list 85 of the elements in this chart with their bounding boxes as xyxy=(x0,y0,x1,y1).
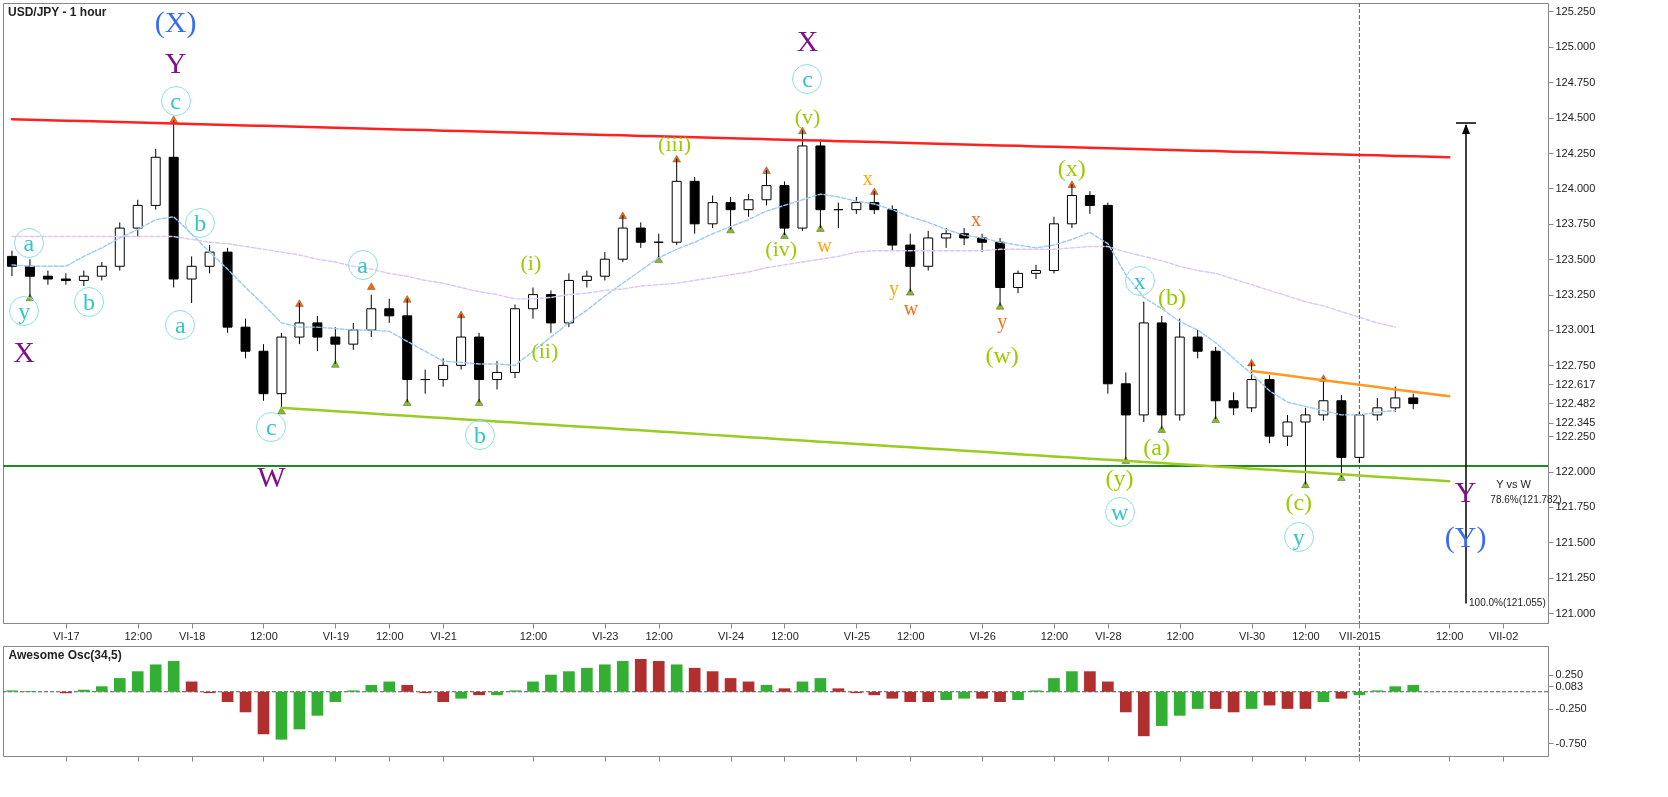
x-tick-label: VI-30 xyxy=(1238,629,1266,642)
annotation: c xyxy=(256,411,287,442)
y-tick-label: 123.250 xyxy=(1555,288,1596,301)
x-tick-label: 12:00 xyxy=(645,629,673,642)
annotation: W xyxy=(257,460,286,494)
x-tick-label: VI-21 xyxy=(430,629,457,642)
annotation: (x) xyxy=(1057,154,1086,181)
x-tick-label: 12:00 xyxy=(124,629,152,642)
y-tick-label: 124.250 xyxy=(1555,146,1596,159)
y-tick-label: 121.000 xyxy=(1555,606,1596,619)
annotation: x xyxy=(862,166,873,189)
y-tick-label: 122.750 xyxy=(1555,358,1596,371)
annotation: X xyxy=(796,23,819,57)
x-tick-label: 12:00 xyxy=(771,629,799,642)
annotation: y xyxy=(9,296,40,326)
x-tick-label: VI-24 xyxy=(717,629,745,642)
x-tick-label: 12:00 xyxy=(896,629,925,642)
annotation: (i) xyxy=(520,249,542,275)
y-tick-label: 123.750 xyxy=(1555,217,1596,230)
y-tick-label: 0.083 xyxy=(1555,679,1584,692)
x-tick-label: 12:00 xyxy=(1040,629,1069,642)
x-tick-label: VI-19 xyxy=(322,629,349,642)
x-tick-label: 12:00 xyxy=(375,629,404,642)
y-tick-label: 122.345 xyxy=(1555,416,1596,429)
y-tick-label: 125.000 xyxy=(1555,40,1596,53)
x-tick-label: 12:00 xyxy=(1166,629,1194,642)
y-tick-label: -0.250 xyxy=(1555,702,1587,715)
annotation: b xyxy=(185,207,216,238)
x-tick-label: VI-26 xyxy=(969,629,996,642)
y-tick-label: 0.250 xyxy=(1555,668,1584,681)
y-tick-label: 122.000 xyxy=(1555,465,1596,478)
x-tick-label: VI-28 xyxy=(1095,629,1122,642)
y-tick-label: 124.000 xyxy=(1555,181,1596,194)
annotation: 100.0%(121.055) xyxy=(1469,597,1546,609)
annotation: w xyxy=(817,233,832,256)
annotation: (y) xyxy=(1105,464,1134,491)
y-tick-label: -0.750 xyxy=(1555,736,1587,749)
annotation: (X) xyxy=(154,5,197,39)
annotation: b xyxy=(464,420,495,450)
x-tick-label: 12:00 xyxy=(519,629,548,642)
x-tick-label: VII-2015 xyxy=(1339,629,1381,642)
annotation: w xyxy=(903,296,919,319)
y-tick-label: 124.750 xyxy=(1555,75,1596,88)
annotation: (v) xyxy=(794,103,821,129)
annotation: (iii) xyxy=(658,131,692,157)
y-tick-label: 125.250 xyxy=(1555,4,1596,17)
x-tick-label: VI-23 xyxy=(592,629,619,642)
annotation: (c) xyxy=(1285,488,1313,515)
x-tick-label: VI-25 xyxy=(843,629,870,642)
annotation: y xyxy=(889,277,899,300)
annotation: c xyxy=(792,64,823,95)
y-tick-label: 121.500 xyxy=(1555,535,1596,548)
chart-title: USD/JPY - 1 hour xyxy=(8,4,107,19)
annotation: Y xyxy=(164,46,187,79)
annotation: y xyxy=(997,309,1008,332)
y-tick-label: 122.482 xyxy=(1555,396,1596,409)
annotation: Y vs W xyxy=(1496,477,1531,490)
y-tick-label: 122.250 xyxy=(1555,429,1596,442)
annotation: (ii) xyxy=(531,337,559,363)
annotation: (w) xyxy=(985,342,1019,369)
y-tick-label: 121.250 xyxy=(1555,571,1596,584)
x-tick-label: 12:00 xyxy=(250,629,278,642)
x-tick-label: VI-17 xyxy=(53,629,80,642)
annotation: w xyxy=(1104,496,1135,527)
x-tick-label: 12:00 xyxy=(1435,629,1464,642)
y-tick-label: 123.500 xyxy=(1555,252,1596,265)
y-tick-label: 123.001 xyxy=(1555,323,1596,336)
x-tick-label: 12:00 xyxy=(1292,629,1320,642)
annotation: a xyxy=(347,249,378,280)
annotation: a xyxy=(13,227,44,258)
annotation: b xyxy=(74,287,105,318)
annotation: x xyxy=(1124,266,1155,297)
y-tick-label: 124.500 xyxy=(1555,111,1596,124)
annotation: X xyxy=(13,334,36,368)
annotation: x xyxy=(970,208,981,231)
annotation: c xyxy=(160,86,191,117)
annotation: (iv) xyxy=(765,236,798,261)
annotation: y xyxy=(1283,522,1314,553)
annotation: a xyxy=(165,310,196,341)
y-tick-label: 122.617 xyxy=(1555,377,1596,390)
x-tick-label: VII-02 xyxy=(1488,629,1519,642)
x-tick-label: VI-18 xyxy=(178,629,206,642)
chart-title: Awesome Osc(34,5) xyxy=(8,647,122,662)
annotation: (a) xyxy=(1143,433,1170,460)
annotation: (b) xyxy=(1158,283,1187,310)
